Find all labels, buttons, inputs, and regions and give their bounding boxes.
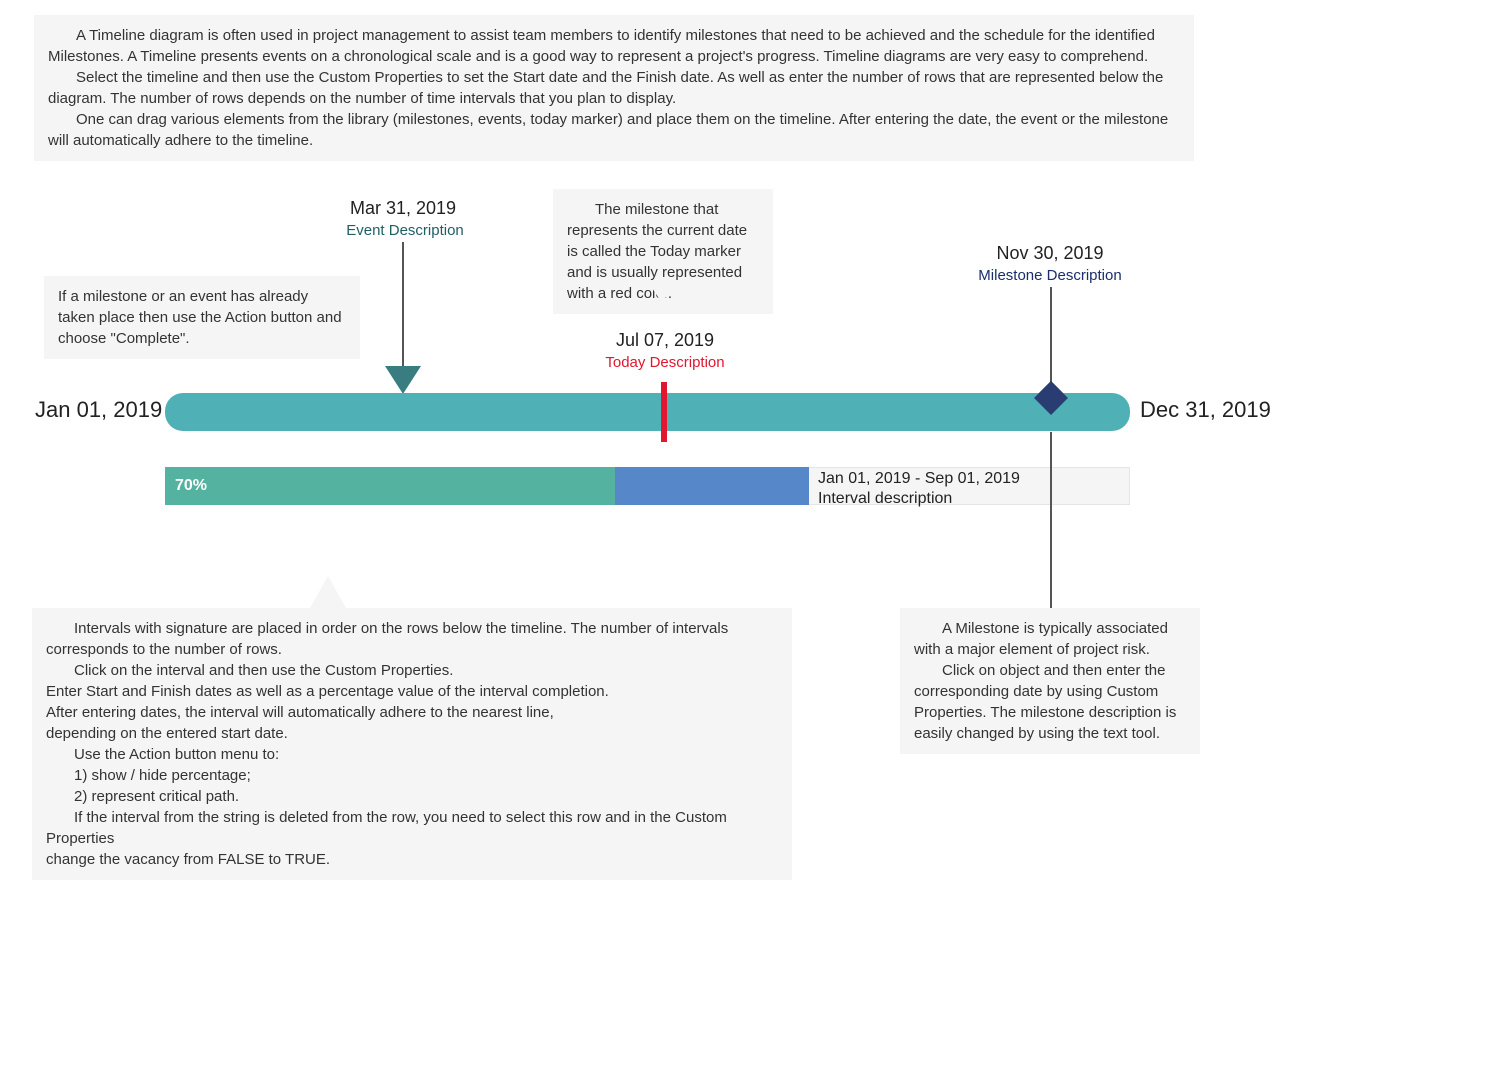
today-marker-overlay xyxy=(661,382,667,442)
event-triangle-icon[interactable] xyxy=(385,366,421,394)
milestone-p2: Click on object and then enter the corre… xyxy=(914,660,1186,744)
intro-p1: A Timeline diagram is often used in proj… xyxy=(48,25,1180,67)
interval-p4: If the interval from the string is delet… xyxy=(46,807,778,849)
milestone-connector-line xyxy=(1050,287,1052,386)
interval-l2: After entering dates, the interval will … xyxy=(46,702,778,723)
complete-callout: If a milestone or an event has already t… xyxy=(44,276,360,359)
intro-p3: One can drag various elements from the l… xyxy=(48,109,1180,151)
event-date-label: Mar 31, 2019 xyxy=(343,198,463,219)
timeline-start-label: Jan 01, 2019 xyxy=(35,397,162,423)
interval-range: Jan 01, 2019 - Sep 01, 2019 xyxy=(818,470,1020,488)
timeline-end-label: Dec 31, 2019 xyxy=(1140,397,1271,423)
interval-p3: Use the Action button menu to: xyxy=(46,744,778,765)
milestone-description: Milestone Description xyxy=(975,267,1125,284)
interval-percent: 70% xyxy=(175,477,207,495)
interval-description: Interval description xyxy=(818,490,952,508)
milestone-p1: A Milestone is typically associated with… xyxy=(914,618,1186,660)
interval-l3: depending on the entered start date. xyxy=(46,723,778,744)
event-connector-line xyxy=(402,242,404,366)
intro-p2: Select the timeline and then use the Cus… xyxy=(48,67,1180,109)
today-date-label: Jul 07, 2019 xyxy=(605,330,725,351)
event-description: Event Description xyxy=(340,222,470,239)
interval-fill[interactable]: 70% xyxy=(165,467,615,505)
interval-l4: change the vacancy from FALSE to TRUE. xyxy=(46,849,778,870)
interval-l1: Enter Start and Finish dates as well as … xyxy=(46,681,778,702)
today-callout-pointer xyxy=(650,285,674,303)
interval-callout: Intervals with signature are placed in o… xyxy=(32,608,792,880)
interval-p1: Intervals with signature are placed in o… xyxy=(46,618,778,660)
intro-callout: A Timeline diagram is often used in proj… xyxy=(34,15,1194,161)
timeline-track[interactable] xyxy=(165,393,1130,431)
complete-text: If a milestone or an event has already t… xyxy=(58,286,346,349)
milestone-date-label: Nov 30, 2019 xyxy=(990,243,1110,264)
milestone-callout: A Milestone is typically associated with… xyxy=(900,608,1200,754)
interval-callout-pointer xyxy=(310,576,346,608)
interval-p2: Click on the interval and then use the C… xyxy=(46,660,778,681)
interval-b2: 2) represent critical path. xyxy=(46,786,778,807)
today-description: Today Description xyxy=(600,354,730,371)
interval-b1: 1) show / hide percentage; xyxy=(46,765,778,786)
milestone-down-line xyxy=(1050,432,1052,612)
